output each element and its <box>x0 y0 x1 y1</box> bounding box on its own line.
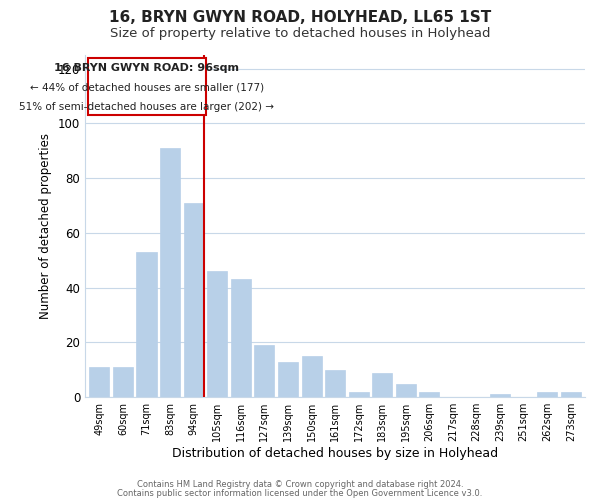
Bar <box>561 392 581 397</box>
Bar <box>278 362 298 397</box>
Text: 51% of semi-detached houses are larger (202) →: 51% of semi-detached houses are larger (… <box>19 102 274 112</box>
Bar <box>231 280 251 397</box>
Bar <box>325 370 345 397</box>
Bar <box>396 384 416 397</box>
FancyBboxPatch shape <box>88 58 206 115</box>
Bar <box>89 367 109 397</box>
Bar <box>207 272 227 397</box>
Text: ← 44% of detached houses are smaller (177): ← 44% of detached houses are smaller (17… <box>30 82 264 92</box>
Bar <box>184 203 203 397</box>
Bar <box>537 392 557 397</box>
Bar <box>254 345 274 397</box>
Text: Size of property relative to detached houses in Holyhead: Size of property relative to detached ho… <box>110 28 490 40</box>
Y-axis label: Number of detached properties: Number of detached properties <box>40 133 52 319</box>
Bar <box>113 367 133 397</box>
Bar <box>302 356 322 397</box>
Text: 16, BRYN GWYN ROAD, HOLYHEAD, LL65 1ST: 16, BRYN GWYN ROAD, HOLYHEAD, LL65 1ST <box>109 10 491 25</box>
Bar <box>160 148 180 397</box>
Text: 16 BRYN GWYN ROAD: 96sqm: 16 BRYN GWYN ROAD: 96sqm <box>54 63 239 73</box>
Bar <box>490 394 510 397</box>
Bar <box>372 372 392 397</box>
Bar <box>349 392 368 397</box>
Text: Contains HM Land Registry data © Crown copyright and database right 2024.: Contains HM Land Registry data © Crown c… <box>137 480 463 489</box>
Bar <box>136 252 157 397</box>
Text: Contains public sector information licensed under the Open Government Licence v3: Contains public sector information licen… <box>118 488 482 498</box>
Bar <box>419 392 439 397</box>
X-axis label: Distribution of detached houses by size in Holyhead: Distribution of detached houses by size … <box>172 447 498 460</box>
